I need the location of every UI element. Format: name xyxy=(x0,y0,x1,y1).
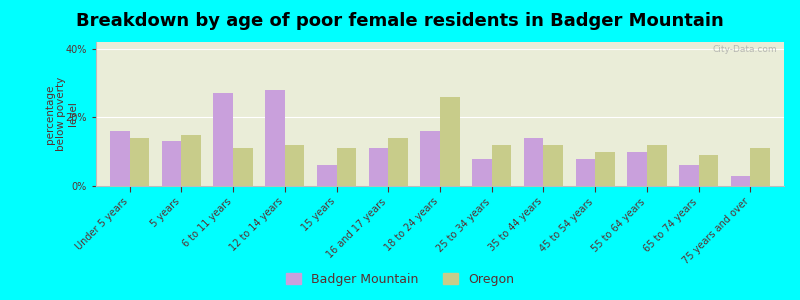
Bar xyxy=(595,152,615,186)
Text: City-Data.com: City-Data.com xyxy=(713,45,777,54)
Bar xyxy=(130,138,150,186)
Y-axis label: percentage
below poverty
level: percentage below poverty level xyxy=(45,77,78,151)
Bar xyxy=(679,165,698,186)
Bar xyxy=(750,148,770,186)
Bar xyxy=(543,145,563,186)
Bar xyxy=(698,155,718,186)
Bar xyxy=(265,90,285,186)
Bar xyxy=(337,148,356,186)
Bar xyxy=(162,141,182,186)
Bar xyxy=(627,152,647,186)
Bar xyxy=(317,165,337,186)
Text: Breakdown by age of poor female residents in Badger Mountain: Breakdown by age of poor female resident… xyxy=(76,12,724,30)
Bar xyxy=(214,93,233,186)
Bar xyxy=(420,131,440,186)
Bar xyxy=(524,138,543,186)
Bar xyxy=(730,176,750,186)
Bar xyxy=(575,159,595,186)
Bar xyxy=(233,148,253,186)
Legend: Badger Mountain, Oregon: Badger Mountain, Oregon xyxy=(281,268,519,291)
Bar xyxy=(285,145,305,186)
Bar xyxy=(182,135,201,186)
Bar xyxy=(369,148,388,186)
Bar xyxy=(388,138,408,186)
Bar xyxy=(492,145,511,186)
Bar xyxy=(440,97,460,186)
Bar xyxy=(647,145,666,186)
Bar xyxy=(110,131,130,186)
Bar xyxy=(472,159,492,186)
